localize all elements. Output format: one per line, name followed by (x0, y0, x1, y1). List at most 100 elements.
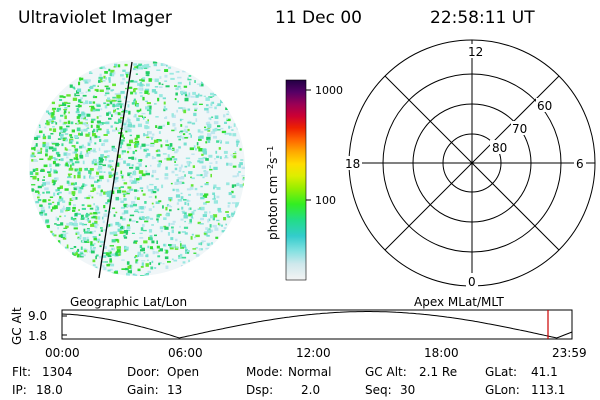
uv-pixel (91, 160, 94, 165)
uv-pixel (206, 229, 212, 234)
uv-pixel (94, 220, 98, 224)
uv-pixel (115, 196, 119, 201)
uv-pixel (47, 135, 51, 140)
uv-pixel (121, 259, 125, 261)
uv-pixel (57, 188, 60, 191)
uv-pixel (227, 202, 231, 205)
uv-pixel (74, 149, 79, 151)
uv-pixel (124, 248, 129, 251)
uv-pixel (110, 69, 115, 73)
uv-pixel (113, 66, 116, 68)
uv-pixel (138, 217, 142, 220)
uv-pixel (199, 135, 204, 139)
uv-pixel (216, 155, 220, 159)
uv-pixel (130, 80, 134, 83)
mlt-label-18: 18 (345, 157, 360, 171)
uv-pixel (144, 125, 148, 129)
uv-pixel (147, 119, 149, 123)
uv-pixel (197, 146, 201, 149)
uv-pixel (98, 147, 101, 151)
uv-pixel (48, 173, 52, 177)
uv-pixel (188, 171, 193, 174)
uv-pixel (141, 65, 145, 69)
uv-pixel (109, 245, 114, 247)
uv-pixel (79, 77, 82, 81)
uv-pixel (185, 248, 188, 251)
uv-pixel (227, 205, 230, 208)
uv-pixel (116, 162, 119, 167)
uv-pixel (92, 130, 94, 133)
uv-pixel (53, 180, 57, 182)
uv-pixel (64, 188, 69, 191)
uv-pixel (117, 223, 122, 227)
uv-pixel (171, 229, 174, 234)
uv-pixel (96, 89, 99, 92)
uv-pixel (147, 109, 152, 111)
uv-pixel (50, 230, 53, 233)
uv-pixel (141, 67, 143, 70)
uv-pixel (58, 234, 63, 238)
uv-pixel (142, 216, 145, 220)
uv-pixel (150, 217, 154, 220)
uv-pixel (100, 78, 102, 81)
uv-pixel (140, 95, 143, 98)
uv-pixel (137, 123, 142, 128)
uv-pixel (76, 116, 80, 119)
uv-pixel (187, 161, 189, 165)
uv-pixel (139, 237, 144, 239)
uv-pixel (203, 151, 207, 155)
uv-pixel (89, 86, 93, 90)
uv-pixel (117, 129, 120, 132)
uv-pixel (81, 116, 84, 119)
uv-pixel (49, 112, 51, 116)
uv-pixel (127, 172, 131, 177)
uv-pixel (90, 246, 93, 250)
uv-pixel (158, 82, 161, 85)
uv-pixel (113, 109, 116, 113)
uv-pixel (115, 127, 118, 131)
uv-pixel (157, 220, 159, 223)
uv-pixel (78, 167, 83, 172)
uv-pixel (124, 96, 127, 99)
uv-pixel (141, 173, 146, 177)
uv-pixel (104, 94, 107, 97)
uv-pixel (164, 158, 167, 160)
uv-pixel (142, 77, 146, 80)
uv-pixel (79, 145, 83, 149)
uv-pixel (100, 80, 103, 83)
uv-pixel (178, 138, 181, 141)
uv-pixel (172, 220, 176, 223)
uv-pixel (81, 204, 85, 207)
uv-pixel (180, 132, 182, 134)
uv-pixel (78, 114, 82, 118)
uv-pixel (181, 182, 185, 184)
uv-pixel (43, 164, 48, 168)
uv-pixel (88, 170, 92, 174)
uv-pixel (96, 238, 101, 242)
uv-pixel (57, 217, 59, 221)
uv-pixel (126, 272, 130, 276)
uv-pixel (165, 213, 169, 216)
uv-pixel (152, 133, 155, 136)
uv-pixel (147, 189, 153, 192)
uv-pixel (91, 108, 96, 112)
uv-pixel (93, 148, 95, 151)
uv-pixel (111, 114, 113, 117)
polar-grid (348, 39, 596, 287)
dsp-label: Dsp: (246, 383, 274, 397)
uv-pixel (114, 111, 118, 115)
uv-pixel (132, 273, 136, 276)
uv-pixel (203, 173, 208, 177)
uv-pixel (31, 152, 35, 155)
uv-pixel (150, 266, 154, 270)
mlt-label-0: 0 (468, 275, 476, 289)
uv-pixel (127, 186, 132, 189)
uv-pixel (104, 139, 109, 143)
uv-pixel (149, 237, 153, 241)
uv-pixel (32, 175, 37, 180)
uv-pixel (171, 113, 174, 117)
uv-pixel (106, 131, 110, 134)
uv-pixel (158, 200, 162, 203)
uv-pixel (77, 119, 80, 123)
uv-pixel (203, 193, 209, 196)
